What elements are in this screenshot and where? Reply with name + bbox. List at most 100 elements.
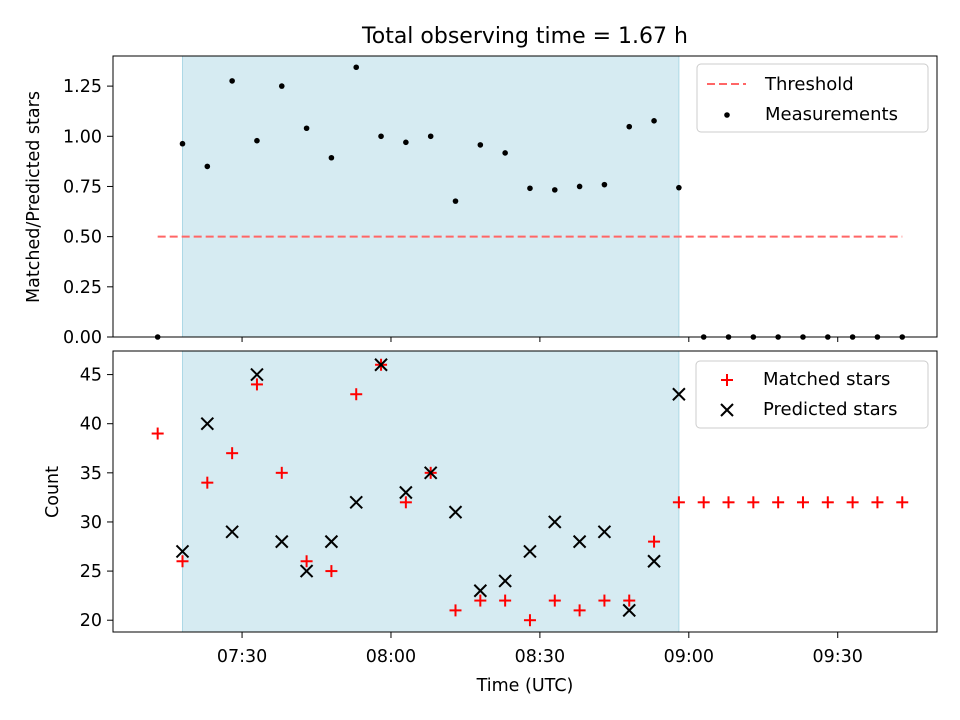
predicted-star-point <box>250 367 264 382</box>
bottom-y-axis-label: Count <box>43 466 63 518</box>
measurement-point <box>179 140 186 147</box>
predicted-star-point <box>299 564 314 578</box>
matched-star-point <box>598 594 611 607</box>
predicted-star-point <box>572 534 587 549</box>
top-y-tick-label: 0.25 <box>63 278 102 298</box>
top-legend: Threshold Measurements <box>696 63 929 133</box>
matched-star-point <box>697 496 710 509</box>
predicted-star-point <box>225 525 239 539</box>
matched-star-point <box>176 555 189 568</box>
bottom-y-tick-label: 25 <box>80 562 102 582</box>
top-observing-interval-band <box>181 55 680 338</box>
bottom-panel: 20 25 30 35 40 45 07:30 08:00 08:30 09:00 09:30 C… <box>43 337 938 696</box>
matched-star-point <box>722 496 735 509</box>
bottom-y-tick-label: 45 <box>80 366 102 386</box>
matched-star-point <box>250 378 263 391</box>
predicted-star-point <box>349 495 363 510</box>
predicted-star-point <box>473 584 488 598</box>
matched-star-point <box>151 427 164 440</box>
legend-threshold-label: Threshold <box>764 74 854 95</box>
predicted-star-point <box>275 534 289 549</box>
bottom-legend: Matched stars Predicted stars <box>695 360 929 429</box>
measurement-point <box>378 133 384 140</box>
measurement-point <box>676 184 682 191</box>
predicted-star-point <box>647 554 661 568</box>
measurement-point <box>278 83 285 89</box>
measurement-point <box>403 139 409 146</box>
matched-star-point <box>350 388 363 401</box>
predicted-star-point <box>672 387 686 401</box>
measurement-point <box>427 133 434 140</box>
legend-matched-label: Matched stars <box>763 369 890 390</box>
matched-star-point <box>796 496 809 509</box>
bottom-y-tick-label: 20 <box>80 611 102 631</box>
measurement-point <box>576 183 583 190</box>
bottom-observing-interval-band <box>181 350 680 633</box>
measurement-point <box>328 154 335 161</box>
top-y-tick-label: 0.75 <box>63 177 102 197</box>
matched-star-point <box>623 594 636 607</box>
top-y-tick-label: 1.25 <box>63 77 102 97</box>
predicted-star-point <box>200 416 215 431</box>
x-tick-label: 07:30 <box>217 647 267 667</box>
matched-star-point <box>226 447 239 460</box>
matched-star-point <box>275 466 288 479</box>
measurement-point <box>353 64 360 71</box>
x-tick-label: 09:00 <box>664 647 714 667</box>
predicted-star-point <box>548 515 562 529</box>
matched-star-point <box>300 555 313 568</box>
bottom-y-tick-label: 35 <box>80 464 102 484</box>
legend-matched-swatch <box>721 374 733 386</box>
predicted-star-point <box>523 544 537 559</box>
measurement-point <box>204 163 211 170</box>
predicted-star-point <box>175 544 190 559</box>
matched-star-point <box>846 496 859 509</box>
matched-star-point <box>325 565 338 578</box>
legend-measurements-swatch <box>724 112 730 118</box>
predicted-star-point <box>423 466 438 480</box>
matched-star-point <box>474 594 487 607</box>
predicted-star-point <box>597 525 612 539</box>
legend-predicted-swatch <box>720 403 734 417</box>
top-legend-box <box>696 63 929 133</box>
bottom-y-tick-label: 30 <box>80 513 102 533</box>
matched-star-point <box>573 604 586 617</box>
matched-star-point <box>672 496 685 509</box>
measurement-point <box>229 78 235 84</box>
measurement-point <box>502 150 508 156</box>
matched-star-point <box>871 496 884 509</box>
bottom-axes-frame <box>112 350 938 633</box>
x-tick-label: 08:00 <box>366 647 416 667</box>
top-axes-frame <box>112 55 938 338</box>
x-tick-label: 08:30 <box>515 647 565 667</box>
x-tick-label: 09:30 <box>813 647 863 667</box>
measurement-point <box>254 137 260 144</box>
bottom-legend-box <box>695 360 929 429</box>
bottom-y-tick-label: 40 <box>80 415 102 435</box>
matched-star-point <box>821 496 834 509</box>
matched-star-point <box>747 496 760 509</box>
matched-star-point <box>523 614 536 627</box>
predicted-star-point <box>399 485 413 500</box>
measurement-point <box>651 118 657 124</box>
top-y-tick-label: 1.00 <box>63 127 102 147</box>
measurement-point <box>527 185 533 192</box>
matched-star-point <box>648 535 661 548</box>
chart-title: Total observing time = 1.67 h <box>361 24 688 49</box>
matched-star-point <box>399 496 412 509</box>
x-axis-label: Time (UTC) <box>476 676 574 696</box>
predicted-star-point <box>374 358 388 372</box>
measurement-point <box>303 125 310 132</box>
measurement-point <box>452 198 459 204</box>
top-y-tick-label: 0.50 <box>63 228 102 248</box>
top-y-axis-label: Matched/Predicted stars <box>24 91 44 303</box>
matched-star-point <box>201 476 214 489</box>
predicted-star-point <box>498 574 512 588</box>
matched-star-point <box>499 594 512 607</box>
predicted-star-point <box>622 603 636 618</box>
matched-star-point <box>772 496 785 509</box>
predicted-star-point <box>324 534 339 549</box>
legend-predicted-label: Predicted stars <box>763 399 897 420</box>
measurement-point <box>551 187 558 193</box>
